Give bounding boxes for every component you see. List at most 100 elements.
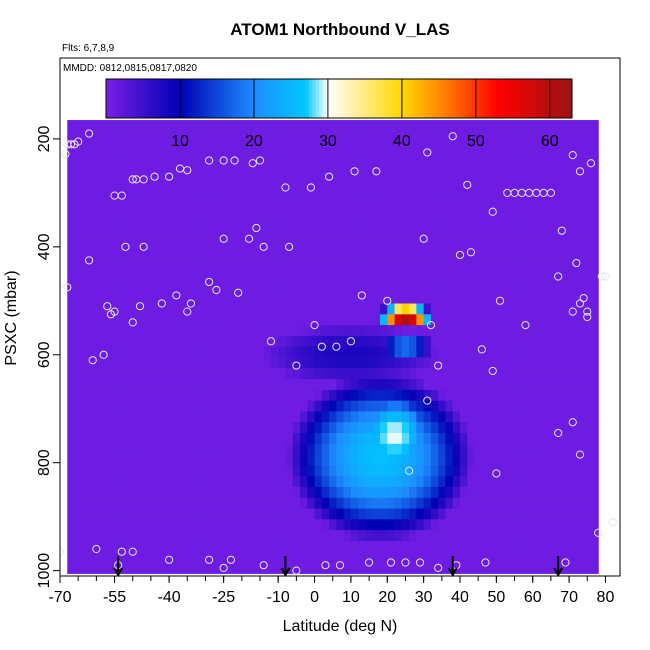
heatmap-cell — [416, 551, 425, 564]
flight-point — [164, 555, 174, 564]
heatmap-cell — [423, 335, 432, 348]
colorbar-swatch — [562, 79, 566, 118]
colorbar-frame — [105, 78, 573, 119]
heatmap-cell — [96, 325, 105, 337]
heatmap-cell — [256, 195, 265, 207]
heatmap-cell — [387, 368, 396, 380]
heatmap-cell — [496, 120, 505, 132]
heatmap-cell — [380, 292, 388, 305]
heatmap-cell — [227, 260, 236, 272]
heatmap-cell — [161, 141, 170, 154]
heatmap-cell — [292, 325, 301, 337]
heatmap-cell — [278, 120, 287, 132]
heatmap-cell — [300, 303, 308, 315]
heatmap-cell — [140, 130, 148, 143]
heatmap-cell — [190, 465, 199, 477]
heatmap-cell — [96, 508, 105, 520]
colorbar-swatch — [215, 79, 220, 118]
heatmap-cell — [118, 163, 127, 175]
heatmap-cell — [96, 443, 105, 456]
heatmap-cell — [278, 411, 287, 423]
x-tick-label: 40 — [451, 589, 469, 606]
heatmap-cell — [445, 443, 454, 456]
heatmap-cell — [307, 206, 316, 218]
heatmap-cell — [234, 476, 243, 488]
heatmap-cell — [169, 217, 177, 229]
heatmap-cell — [445, 195, 454, 207]
heatmap-cell — [496, 184, 505, 197]
heatmap-cell — [452, 227, 461, 240]
heatmap-cell — [96, 271, 105, 283]
heatmap-cell — [132, 217, 141, 229]
heatmap-cell — [576, 314, 585, 326]
heatmap-cell — [503, 292, 512, 305]
heatmap-cell — [74, 551, 83, 564]
heatmap-cell — [430, 184, 439, 197]
heatmap-cell — [438, 227, 447, 240]
heatmap-cell — [140, 443, 148, 456]
heatmap-cell — [532, 335, 541, 348]
heatmap-cell — [416, 152, 425, 164]
heatmap-cell — [518, 314, 527, 326]
heatmap-cell — [576, 486, 585, 499]
heatmap-cell — [467, 260, 476, 272]
heatmap-cell — [132, 540, 141, 553]
heatmap-cell — [74, 292, 83, 305]
heatmap-cell — [212, 389, 221, 402]
heatmap-cell — [118, 260, 127, 272]
heatmap-cell — [430, 271, 439, 283]
heatmap-cell — [350, 519, 359, 531]
heatmap-cell — [292, 303, 301, 315]
heatmap-cell — [190, 422, 199, 434]
heatmap-cell — [154, 217, 163, 229]
heatmap-cell — [583, 357, 592, 369]
heatmap-cell — [132, 281, 141, 294]
heatmap-cell — [125, 540, 134, 553]
heatmap-cell — [278, 249, 287, 261]
heatmap-cell — [118, 303, 127, 315]
heatmap-cell — [532, 314, 541, 326]
heatmap-cell — [241, 163, 250, 175]
heatmap-cell — [569, 260, 577, 272]
heatmap-cell — [452, 400, 461, 413]
heatmap-cell — [329, 227, 337, 240]
colorbar-swatch — [382, 79, 387, 118]
heatmap-cell — [140, 206, 148, 218]
heatmap-cell — [409, 292, 417, 305]
heatmap-cell — [423, 443, 432, 456]
heatmap-cell — [336, 120, 345, 132]
heatmap-cell — [205, 389, 214, 402]
heatmap-cell — [518, 206, 527, 218]
heatmap-cell — [110, 227, 119, 240]
heatmap-cell — [540, 238, 548, 251]
heatmap-cell — [547, 389, 556, 402]
heatmap-cell — [409, 346, 417, 359]
heatmap-cell — [554, 217, 563, 229]
heatmap-cell — [540, 411, 548, 423]
heatmap-cell — [380, 141, 388, 154]
colorbar-swatch — [235, 79, 240, 118]
heatmap-cell — [314, 120, 323, 132]
heatmap-cell — [372, 540, 381, 553]
heatmap-cell — [438, 217, 447, 229]
heatmap-cell — [576, 562, 585, 574]
heatmap-cell — [350, 476, 359, 488]
heatmap-cell — [307, 476, 316, 488]
heatmap-cell — [387, 551, 396, 564]
heatmap-cell — [147, 519, 156, 531]
heatmap-cell — [554, 530, 563, 542]
heatmap-cell — [161, 379, 170, 391]
heatmap-cell — [329, 217, 337, 229]
heatmap-cell — [583, 346, 592, 359]
heatmap-cell — [212, 163, 221, 175]
heatmap-cell — [256, 217, 265, 229]
heatmap-cell — [292, 411, 301, 423]
heatmap-cell — [154, 540, 163, 553]
heatmap-cell — [198, 152, 207, 164]
heatmap-cell — [234, 206, 243, 218]
heatmap-cell — [503, 227, 512, 240]
heatmap-cell — [314, 508, 323, 520]
heatmap-cell — [270, 152, 279, 164]
heatmap-cell — [394, 130, 403, 143]
arrow-marker — [447, 556, 458, 578]
